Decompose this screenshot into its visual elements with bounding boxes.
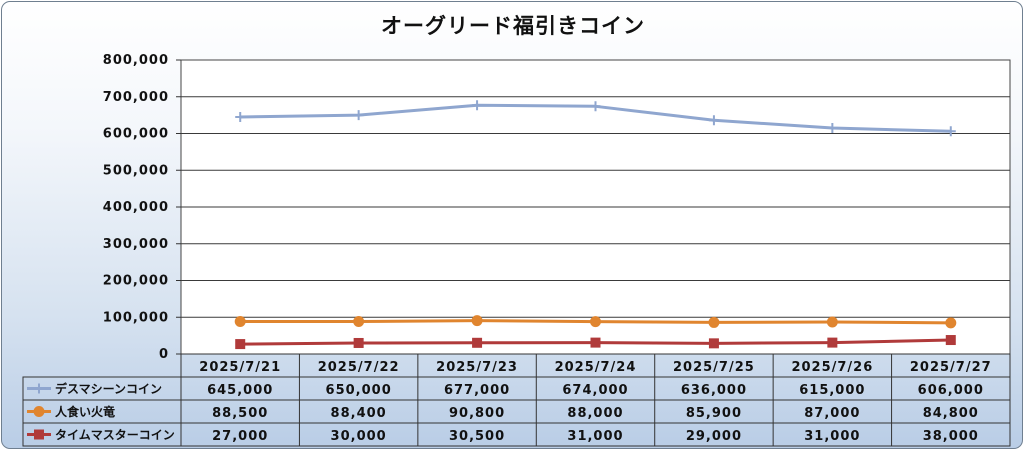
data-point [590,337,601,348]
x-category-label: 2025/7/25 [673,360,755,375]
y-tick-label: 300,000 [103,237,169,252]
x-category-label: 2025/7/24 [555,360,637,375]
table-value: 31,000 [804,429,860,444]
table-value: 645,000 [207,383,273,398]
data-point [827,122,838,133]
y-tick-label: 700,000 [103,90,169,105]
data-point [827,337,838,348]
data-point [353,337,364,348]
legend-key-marker [33,406,45,417]
data-point [826,316,838,328]
x-category-label: 2025/7/23 [436,360,518,375]
table-value: 90,800 [449,406,505,421]
data-point [708,115,719,126]
x-category-label: 2025/7/21 [199,360,281,375]
y-tick-label: 100,000 [103,310,169,325]
y-tick-label: 400,000 [103,200,169,215]
table-value: 30,000 [331,429,387,444]
data-point [234,315,246,327]
table-value: 87,000 [804,406,860,421]
data-point [472,337,483,348]
data-point [472,100,483,111]
data-point [945,317,957,329]
x-category-label: 2025/7/26 [791,360,873,375]
legend-series-name: タイムマスターコイン [55,428,175,442]
data-point [235,111,246,122]
y-tick-label: 0 [159,347,169,362]
data-point [708,338,719,349]
table-value: 29,000 [686,429,742,444]
table-value: 677,000 [444,383,510,398]
data-point [353,316,365,328]
table-value: 650,000 [326,383,392,398]
table-value: 30,500 [449,429,505,444]
x-category-label: 2025/7/22 [318,360,400,375]
table-value: 38,000 [923,429,979,444]
legend-series-name: 人食い火竜 [55,404,115,419]
x-category-label: 2025/7/27 [910,360,992,375]
table-value: 88,000 [567,406,623,421]
table-value: 88,400 [331,406,387,421]
table-value: 674,000 [562,383,628,398]
table-value: 636,000 [681,383,747,398]
table-value: 31,000 [567,429,623,444]
data-point [945,335,956,346]
data-point [471,315,483,327]
y-tick-label: 500,000 [103,163,169,178]
table-value: 88,500 [212,406,268,421]
data-point [353,110,364,121]
data-point [590,101,601,112]
table-value: 85,900 [686,406,742,421]
table-value: 615,000 [799,383,865,398]
table-value: 84,800 [923,406,979,421]
table-value: 606,000 [918,383,984,398]
data-point [235,339,246,350]
data-point [945,126,956,137]
legend-key-marker [34,383,44,394]
y-tick-label: 200,000 [103,274,169,289]
legend-key-marker [34,429,44,440]
data-point [708,316,720,328]
legend-series-name: デスマシーンコイン [55,381,162,396]
chart-title: オーグリード福引きコイン [381,14,645,38]
y-tick-label: 800,000 [103,53,169,68]
table-row [22,399,1011,424]
data-point [590,316,601,328]
y-tick-label: 600,000 [103,127,169,142]
table-value: 27,000 [212,429,268,444]
